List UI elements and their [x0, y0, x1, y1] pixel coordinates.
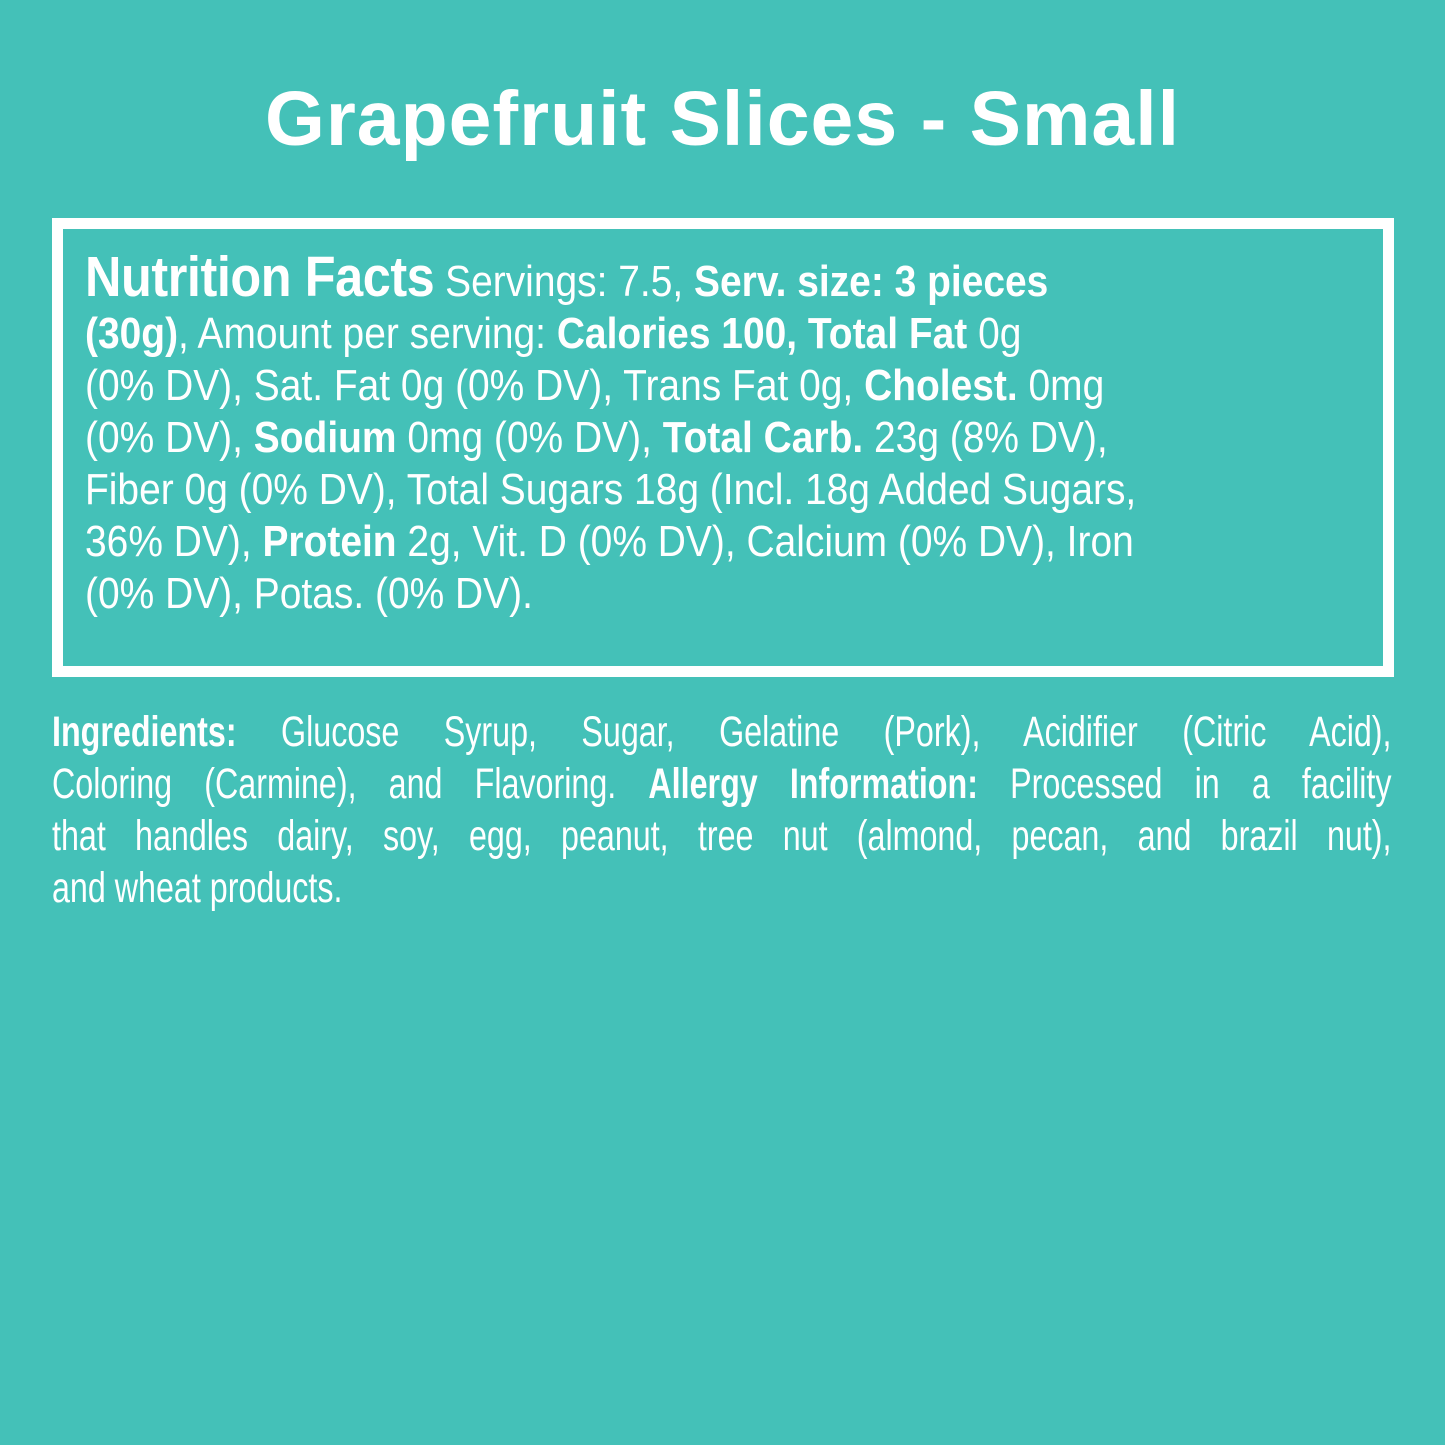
ingredients-label: Ingredients:	[52, 708, 237, 756]
nutrition-facts-text: Nutrition Facts Servings: 7.5, Serv. siz…	[85, 249, 1361, 620]
allergy-information-label: Allergy Information:	[648, 760, 978, 808]
text-run: Total Carb.	[662, 413, 864, 462]
ingredients-line-1: Ingredients: Glucose Syrup, Sugar, Gelat…	[52, 706, 1392, 758]
text-run: Coloring (Carmine), and Flavoring.	[52, 760, 649, 808]
nutrition-facts-scale-wrapper: Nutrition Facts Servings: 7.5, Serv. siz…	[85, 249, 1361, 620]
text-run: 0mg (0% DV),	[85, 361, 1105, 462]
text-run: that handles dairy, soy, egg, peanut, tr…	[52, 812, 1392, 860]
nutrition-facts-panel: Nutrition Facts Servings: 7.5, Serv. siz…	[52, 218, 1394, 677]
text-run: 0mg (0% DV),	[396, 413, 663, 462]
text-run: 23g (8% DV), Fiber 0g (0% DV), Total Sug…	[85, 413, 1137, 566]
text-run: Protein	[262, 517, 397, 566]
text-run: Calories 100, Total Fat	[556, 309, 968, 358]
text-run: , Amount per serving:	[178, 309, 557, 358]
text-run: Sodium	[253, 413, 397, 462]
ingredients-section: Ingredients: Glucose Syrup, Sugar, Gelat…	[52, 706, 1392, 914]
text-run: Glucose Syrup, Sugar, Gelatine (Pork), A…	[236, 708, 1392, 756]
text-run: 0g (0% DV), Sat. Fat 0g (0% DV), Trans F…	[85, 309, 1022, 410]
text-run: Serv. size: 3 pieces (30g)	[85, 257, 1049, 358]
text-run: Cholest.	[864, 361, 1018, 410]
text-run: and wheat products.	[52, 864, 343, 912]
text-run: 2g, Vit. D (0% DV), Calcium (0% DV), Iro…	[85, 517, 1134, 618]
ingredients-line-3: that handles dairy, soy, egg, peanut, tr…	[52, 810, 1392, 862]
ingredients-line-4: and wheat products.	[52, 862, 1392, 914]
text-run: Servings: 7.5,	[434, 257, 695, 306]
product-title: Grapefruit Slices - Small	[264, 76, 1181, 162]
ingredients-scale-wrapper: Ingredients: Glucose Syrup, Sugar, Gelat…	[52, 706, 1392, 914]
text-run: Processed in a facility	[977, 760, 1392, 808]
nutrition-facts-heading: Nutrition Facts	[85, 245, 435, 309]
ingredients-line-2: Coloring (Carmine), and Flavoring. Aller…	[52, 758, 1392, 810]
